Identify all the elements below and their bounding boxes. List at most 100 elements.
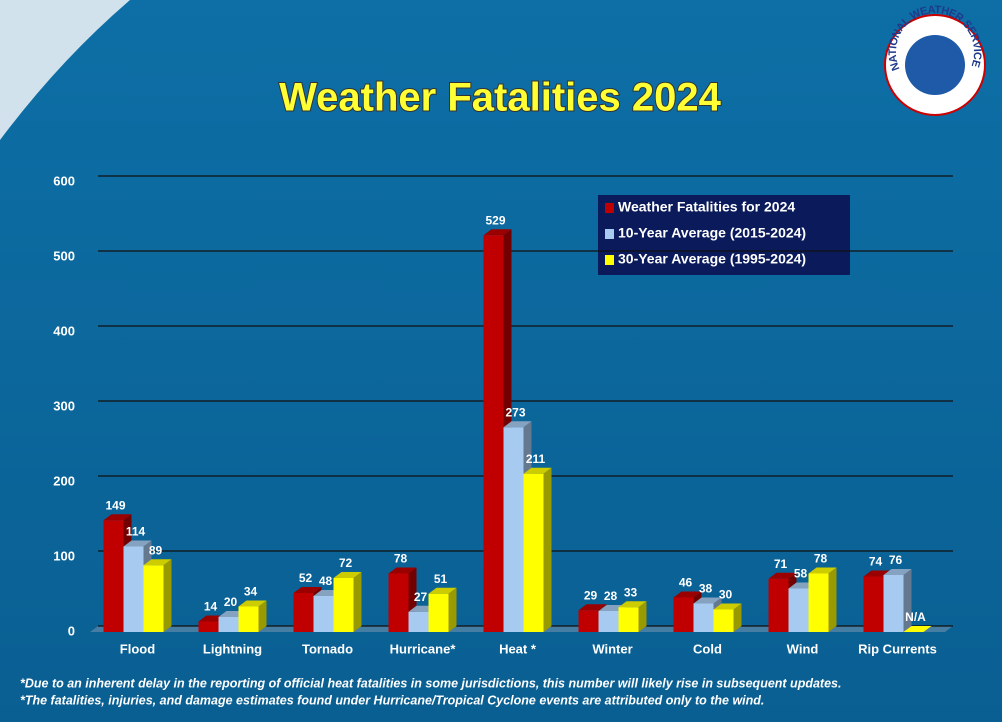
footnote: *The fatalities, injuries, and damage es… (20, 693, 764, 707)
bar-side (903, 569, 912, 632)
footnote: *Due to an inherent delay in the reporti… (20, 676, 841, 690)
legend-swatch (605, 255, 614, 265)
y-tick-label: 0 (68, 623, 75, 638)
y-tick-label: 500 (53, 248, 75, 263)
bar (673, 597, 694, 632)
bar-top (578, 604, 607, 611)
bar (483, 235, 504, 632)
bar (598, 611, 619, 632)
bar (883, 575, 904, 632)
x-tick-label: Rip Currents (858, 641, 937, 656)
value-label: 46 (679, 576, 693, 590)
bar (198, 621, 219, 632)
legend-label: 10-Year Average (2015-2024) (618, 225, 806, 241)
bar-top (123, 540, 152, 547)
y-tick-label: 300 (53, 398, 75, 413)
bar-top (388, 567, 417, 574)
bar-top (618, 601, 647, 608)
value-label: 20 (224, 595, 238, 609)
value-label: 27 (414, 590, 428, 604)
value-label: 149 (105, 498, 125, 512)
bar-top (428, 587, 457, 594)
logo-inner (905, 35, 965, 95)
bar (713, 609, 734, 632)
bar (313, 596, 334, 632)
y-tick-label: 600 (53, 173, 75, 188)
bar-top (483, 229, 512, 236)
bar-top (103, 514, 132, 521)
y-tick-label: 400 (53, 323, 75, 338)
value-label: 51 (434, 572, 448, 586)
bar-side (258, 600, 267, 632)
bar-top (238, 600, 267, 607)
bar (578, 610, 599, 632)
bar-empty (903, 626, 932, 632)
y-tick-label: 200 (53, 473, 75, 488)
bar-top (693, 597, 722, 604)
bar-side (448, 587, 457, 632)
x-tick-label: Lightning (203, 641, 262, 656)
bar-side (638, 601, 647, 632)
bar-top (293, 587, 322, 593)
value-label: 33 (624, 585, 638, 599)
x-tick-label: Winter (592, 641, 632, 656)
value-label: 34 (244, 585, 258, 599)
bar (808, 573, 829, 632)
value-label: 74 (869, 555, 883, 569)
legend-label: 30-Year Average (1995-2024) (618, 251, 806, 267)
bar (103, 520, 124, 632)
bar-top (143, 559, 172, 566)
bar-side (353, 572, 362, 632)
value-label: 114 (126, 525, 146, 539)
bar-top (503, 421, 532, 428)
bar-top (713, 603, 742, 610)
bar (503, 427, 524, 632)
bar (238, 606, 259, 632)
value-label: N/A (905, 610, 926, 624)
value-label: 71 (774, 557, 788, 571)
chart-title: Weather Fatalities 2024 (279, 76, 721, 120)
bar (408, 611, 429, 632)
bar (618, 607, 639, 632)
value-label: 30 (719, 588, 733, 602)
bar (123, 546, 144, 632)
x-tick-label: Hurricane* (390, 641, 457, 656)
x-tick-label: Heat * (499, 641, 537, 656)
bar (768, 578, 789, 632)
bar-top (673, 591, 702, 598)
x-tick-label: Flood (120, 641, 155, 656)
y-tick-label: 100 (53, 548, 75, 563)
bar-top (333, 572, 362, 578)
x-tick-label: Tornado (302, 641, 353, 656)
legend-swatch (605, 229, 614, 239)
value-label: 38 (699, 582, 713, 596)
bar (218, 617, 239, 632)
value-label: 28 (604, 589, 618, 603)
bar-side (733, 603, 742, 632)
value-label: 48 (319, 574, 333, 588)
bar (388, 573, 409, 632)
value-label: 89 (149, 543, 163, 557)
bar-top (883, 569, 912, 575)
value-label: 211 (526, 452, 546, 466)
value-label: 529 (485, 213, 505, 227)
legend-label: Weather Fatalities for 2024 (618, 199, 795, 215)
bar (693, 603, 714, 632)
x-tick-label: Cold (693, 641, 722, 656)
value-label: 29 (584, 588, 598, 602)
bar-top (808, 567, 837, 574)
legend-swatch (605, 203, 614, 213)
value-label: 78 (394, 552, 408, 566)
legend (598, 195, 850, 275)
value-label: 78 (814, 552, 828, 566)
value-label: 273 (505, 405, 525, 419)
bar-side (163, 559, 172, 632)
bar-side (543, 467, 552, 632)
x-tick-label: Wind (787, 641, 819, 656)
value-label: 14 (204, 600, 218, 614)
value-label: 52 (299, 571, 313, 585)
bar-top (768, 572, 797, 579)
decor-swoosh (0, 0, 130, 140)
bar (863, 576, 884, 632)
